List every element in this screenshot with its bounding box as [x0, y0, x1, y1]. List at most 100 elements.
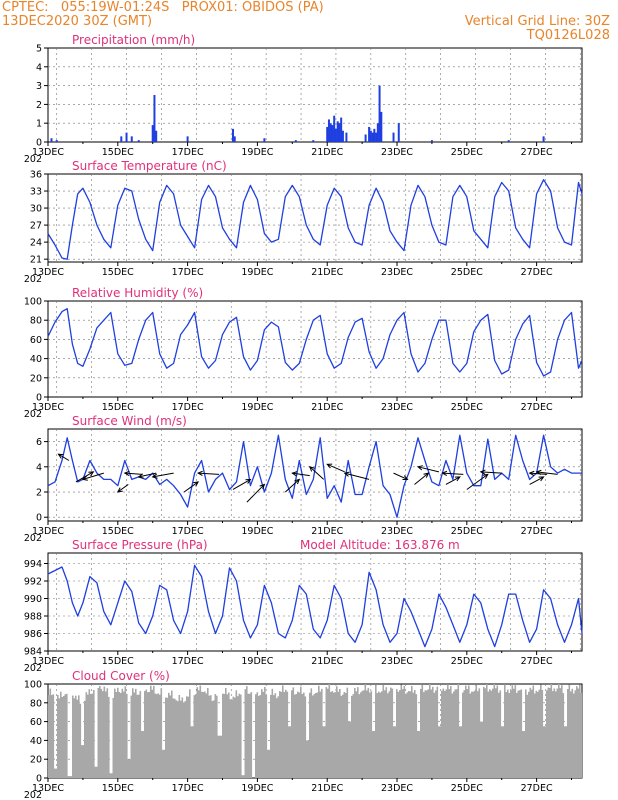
cloud-bar [52, 694, 55, 778]
cloud-bar [256, 692, 259, 778]
cloud-bar [151, 689, 154, 778]
cloud-bar [301, 694, 304, 778]
cloud-bar [556, 688, 559, 778]
cloud-bar [351, 695, 353, 778]
cloud-bar [249, 693, 251, 778]
x-tick-label: 21DEC [311, 402, 343, 413]
cloud-bar [495, 688, 497, 778]
cloud-bar [175, 700, 178, 778]
y-tick-label: 60 [30, 717, 42, 728]
cloud-bar [121, 688, 124, 778]
cloud-bar [82, 745, 85, 778]
wind-vector-head [308, 466, 315, 472]
cloud-bar [549, 687, 551, 778]
cloud-bar [456, 689, 458, 778]
cloud-bar [49, 688, 52, 778]
y-tick-label: 986 [24, 629, 42, 640]
x-tick-label: 25DEC [451, 783, 483, 794]
wind-vector-head [294, 478, 301, 485]
wind-vector [58, 453, 70, 461]
y-tick-label: 80 [30, 316, 42, 327]
cloud-bar [75, 695, 77, 778]
wind-vector [292, 472, 310, 477]
y-tick-label: 21 [30, 255, 42, 266]
wind-vector [183, 481, 199, 493]
cloud-bar [513, 688, 515, 778]
y-tick-label: 100 [24, 297, 42, 308]
precip-bar [294, 140, 297, 142]
wind-vector-head [402, 475, 409, 481]
x-tick-label: 23DEC [381, 783, 413, 794]
cloud-bar [210, 695, 212, 778]
cloud-bar [141, 731, 143, 778]
cloud-bar [96, 766, 98, 778]
cloud-bar [79, 703, 82, 778]
cloud-bar [241, 775, 244, 778]
cloud-bar [216, 695, 218, 778]
cloud-bar [522, 731, 524, 778]
precip-bar [380, 111, 383, 142]
wind-vector-head [81, 475, 88, 481]
wind-vector-head [193, 481, 200, 487]
y-tick-label: 60 [30, 335, 42, 346]
cloud-bar [156, 694, 158, 778]
cloud-bar [561, 685, 563, 778]
cloud-bar [321, 688, 323, 778]
cloud-bar [342, 694, 344, 778]
precip-bar [340, 117, 343, 142]
cloud-bar [366, 690, 368, 778]
cloud-bar [570, 691, 572, 778]
precip-bar [312, 140, 315, 142]
cloud-bar [76, 699, 79, 778]
cloud-bar [139, 691, 142, 778]
cloud-bar [372, 731, 374, 778]
cloud-bar [199, 685, 202, 778]
cloud-bar [169, 695, 172, 778]
cloud-bar [60, 691, 62, 778]
x-tick-label: 27DEC [521, 656, 553, 667]
cloud-bar [429, 684, 431, 778]
cloud-bar [358, 694, 361, 778]
x-year-label: 202 [24, 409, 42, 420]
y-tick-label: 3 [36, 81, 42, 92]
x-tick-label: 13DEC [32, 402, 64, 413]
cloud-bar [457, 684, 460, 778]
cloud-bar [162, 749, 164, 778]
cloud-bar [432, 686, 434, 778]
cloud-bar [165, 697, 167, 778]
cloud-bar [529, 687, 532, 778]
x-tick-label: 27DEC [521, 783, 553, 794]
precip-bar [334, 128, 337, 142]
cloud-bar [447, 684, 449, 778]
precip-bar [151, 125, 154, 142]
x-tick-label: 27DEC [521, 267, 553, 278]
x-tick-label: 25DEC [451, 267, 483, 278]
precip-bar [329, 123, 332, 142]
cloud-bar [286, 691, 289, 778]
plot-frame [47, 47, 583, 143]
precip-bar [120, 136, 123, 142]
precip-bar [375, 132, 378, 142]
cloud-bar [397, 691, 400, 778]
cloud-bar [558, 684, 560, 778]
cloud-bar [73, 698, 76, 778]
x-tick-label: 17DEC [172, 147, 204, 158]
cloud-bar [297, 691, 299, 778]
cloud-bar [379, 692, 382, 778]
x-tick-label: 17DEC [172, 526, 204, 537]
x-year-label: 202 [24, 154, 42, 165]
cloud-bar [69, 776, 71, 778]
wind-vector-head [528, 470, 535, 477]
y-tick-label: 24 [30, 238, 42, 249]
cloud-bar [546, 690, 548, 778]
cloud-bar [438, 726, 440, 778]
cloud-bar [247, 693, 250, 778]
x-tick-label: 15DEC [102, 402, 134, 413]
cloud-bar [399, 690, 401, 778]
cloud-bar [187, 696, 190, 778]
y-tick-label: 2 [36, 100, 42, 111]
panel-5: 984 986 988 990 992 994 13DEC 15DEC 17DEC 19DEC 21… [24, 538, 583, 674]
cloud-bar [48, 695, 50, 778]
cloud-bar [204, 691, 206, 778]
cloud-bar [460, 726, 463, 778]
